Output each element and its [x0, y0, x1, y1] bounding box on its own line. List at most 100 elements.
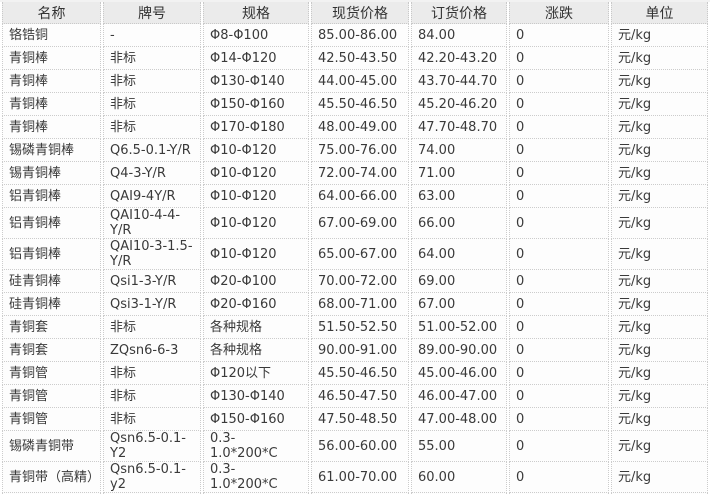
cell-name: 青铜带（高精） [2, 462, 101, 493]
cell-change: 0 [509, 47, 609, 70]
cell-spot-price: 65.00-67.00 [311, 239, 409, 270]
table-row: 硅青铜棒 Qsi3-1-Y/R Φ20-Φ160 68.00-71.00 67.00 0 元… [2, 293, 708, 316]
cell-grade: Qsn6.5-0.1-Y2 [103, 431, 201, 462]
cell-grade: 非标 [103, 70, 201, 93]
cell-order-price: 71.00 [411, 162, 507, 185]
cell-order-price: 47.00-48.00 [411, 408, 507, 431]
cell-grade: QAI9-4Y/R [103, 185, 201, 208]
cell-grade: 非标 [103, 385, 201, 408]
cell-change: 0 [509, 362, 609, 385]
cell-spec: Φ10-Φ120 [203, 162, 309, 185]
cell-name: 锡磷青铜棒 [2, 139, 101, 162]
cell-name: 铝青铜棒 [2, 239, 101, 270]
cell-grade: 非标 [103, 47, 201, 70]
cell-order-price: 89.00-90.00 [411, 339, 507, 362]
table-row: 青铜棒 非标 Φ130-Φ140 44.00-45.00 43.70-44.70 0 元/k… [2, 70, 708, 93]
cell-unit: 元/kg [611, 316, 708, 339]
cell-spec: 各种规格 [203, 316, 309, 339]
cell-spot-price: 51.50-52.50 [311, 316, 409, 339]
cell-change: 0 [509, 462, 609, 493]
cell-change: 0 [509, 408, 609, 431]
column-header-grade: 牌号 [103, 2, 201, 24]
cell-name: 青铜棒 [2, 47, 101, 70]
cell-order-price: 45.00-46.00 [411, 362, 507, 385]
cell-name: 锡磷青铜带 [2, 431, 101, 462]
cell-spot-price: 64.00-66.00 [311, 185, 409, 208]
table-row: 硅青铜棒 Qsi1-3-Y/R Φ20-Φ100 70.00-72.00 69.00 0 元… [2, 270, 708, 293]
cell-spec: Φ20-Φ100 [203, 270, 309, 293]
cell-unit: 元/kg [611, 70, 708, 93]
cell-change: 0 [509, 70, 609, 93]
cell-spec: Φ8-Φ100 [203, 24, 309, 47]
cell-grade: 非标 [103, 116, 201, 139]
cell-order-price: 66.00 [411, 208, 507, 239]
cell-order-price: 64.00 [411, 239, 507, 270]
cell-order-price: 74.00 [411, 139, 507, 162]
cell-spot-price: 45.50-46.50 [311, 93, 409, 116]
cell-name: 铝青铜棒 [2, 185, 101, 208]
cell-order-price: 46.00-47.00 [411, 385, 507, 408]
cell-unit: 元/kg [611, 362, 708, 385]
cell-unit: 元/kg [611, 293, 708, 316]
cell-name: 青铜套 [2, 339, 101, 362]
cell-unit: 元/kg [611, 239, 708, 270]
cell-order-price: 69.00 [411, 270, 507, 293]
table-row: 锡青铜棒 Q4-3-Y/R Φ10-Φ120 72.00-74.00 71.00 0 元/k… [2, 162, 708, 185]
cell-name: 青铜棒 [2, 70, 101, 93]
cell-change: 0 [509, 162, 609, 185]
table-row: 青铜棒 非标 Φ170-Φ180 48.00-49.00 47.70-48.70 0 元/k… [2, 116, 708, 139]
cell-spec: Φ150-Φ160 [203, 408, 309, 431]
cell-grade: 非标 [103, 93, 201, 116]
column-header-spot-price: 现货价格 [311, 2, 409, 24]
cell-spec: 0.3-1.0*200*C [203, 462, 309, 493]
cell-unit: 元/kg [611, 47, 708, 70]
cell-unit: 元/kg [611, 385, 708, 408]
cell-name: 铬锆铜 [2, 24, 101, 47]
cell-spec: Φ170-Φ180 [203, 116, 309, 139]
cell-spot-price: 46.50-47.50 [311, 385, 409, 408]
cell-spec: Φ10-Φ120 [203, 185, 309, 208]
column-header-spec: 规格 [203, 2, 309, 24]
cell-spec: Φ130-Φ140 [203, 70, 309, 93]
table-row: 青铜棒 非标 Φ150-Φ160 45.50-46.50 45.20-46.20 0 元/k… [2, 93, 708, 116]
table-row: 青铜套 ZQsn6-6-3 各种规格 90.00-91.00 89.00-90.00 0 元… [2, 339, 708, 362]
cell-name: 青铜管 [2, 385, 101, 408]
cell-spec: Φ10-Φ120 [203, 239, 309, 270]
cell-grade: QAI10-4-4-Y/R [103, 208, 201, 239]
cell-grade: Q6.5-0.1-Y/R [103, 139, 201, 162]
cell-grade: 非标 [103, 408, 201, 431]
cell-order-price: 43.70-44.70 [411, 70, 507, 93]
cell-name: 硅青铜棒 [2, 270, 101, 293]
cell-spec: Φ120以下 [203, 362, 309, 385]
cell-spec: Φ130-Φ140 [203, 385, 309, 408]
cell-grade: - [103, 24, 201, 47]
cell-change: 0 [509, 293, 609, 316]
cell-unit: 元/kg [611, 24, 708, 47]
cell-change: 0 [509, 339, 609, 362]
cell-order-price: 84.00 [411, 24, 507, 47]
column-header-unit: 单位 [611, 2, 708, 24]
cell-grade: QAI10-3-1.5-Y/R [103, 239, 201, 270]
cell-unit: 元/kg [611, 139, 708, 162]
cell-name: 锡青铜棒 [2, 162, 101, 185]
cell-spot-price: 90.00-91.00 [311, 339, 409, 362]
table-row: 青铜带（高精） Qsn6.5-0.1-y2 0.3-1.0*200*C 61.00-7… [2, 462, 708, 493]
cell-spec: 各种规格 [203, 339, 309, 362]
cell-spec: Φ10-Φ120 [203, 139, 309, 162]
table-row: 铬锆铜 - Φ8-Φ100 85.00-86.00 84.00 0 元/kg [2, 24, 708, 47]
cell-spot-price: 42.50-43.50 [311, 47, 409, 70]
cell-spot-price: 47.50-48.50 [311, 408, 409, 431]
table-row: 青铜管 非标 Φ120以下 45.50-46.50 45.00-46.00 0 元/kg [2, 362, 708, 385]
cell-order-price: 60.00 [411, 462, 507, 493]
cell-change: 0 [509, 239, 609, 270]
cell-grade: 非标 [103, 316, 201, 339]
cell-spec: Φ150-Φ160 [203, 93, 309, 116]
table-row: 青铜管 非标 Φ130-Φ140 46.50-47.50 46.00-47.00 0 元/k… [2, 385, 708, 408]
cell-spot-price: 48.00-49.00 [311, 116, 409, 139]
cell-change: 0 [509, 208, 609, 239]
cell-change: 0 [509, 93, 609, 116]
cell-name: 青铜棒 [2, 116, 101, 139]
cell-spot-price: 72.00-74.00 [311, 162, 409, 185]
